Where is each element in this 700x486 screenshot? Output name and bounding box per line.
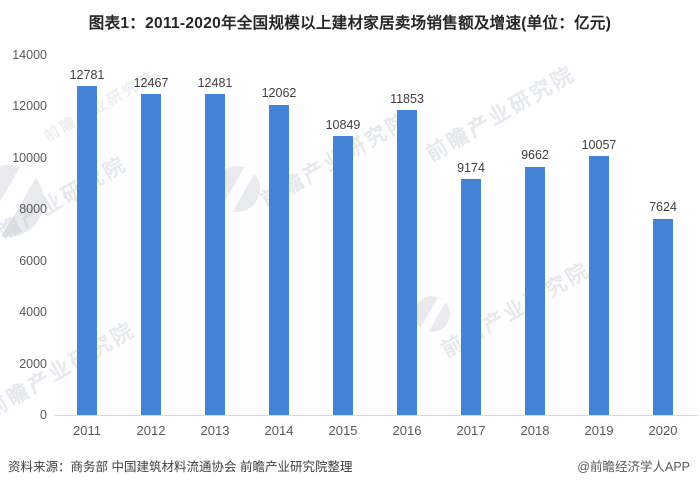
- bar-2016: [397, 110, 417, 415]
- x-tick-label: 2016: [392, 423, 422, 438]
- credit-note: @前瞻经济学人APP: [577, 460, 690, 474]
- bar-value-label: 12062: [261, 86, 297, 101]
- bar-2018: [525, 166, 545, 415]
- chart-title: 图表1：2011-2020年全国规模以上建材家居卖场销售额及增速(单位：亿元): [88, 15, 612, 32]
- bar-group-2013: 12481: [183, 55, 247, 415]
- bar-group-2014: 12062: [247, 55, 311, 415]
- y-tick-label: 6000: [19, 253, 47, 268]
- x-tick-label: 2020: [648, 423, 678, 438]
- bar-2020: [653, 218, 673, 415]
- x-tick-label: 2012: [136, 423, 166, 438]
- bar-group-2015: 10849: [311, 55, 375, 415]
- bar-value-label: 7624: [649, 200, 677, 215]
- bar-value-label: 9174: [457, 160, 485, 175]
- bar-value-label: 10057: [581, 137, 617, 152]
- bar-value-label: 9662: [521, 148, 549, 163]
- y-axis: 0 2000 4000 6000 8000 10000 12000 14000: [0, 49, 47, 421]
- x-tick-label: 2011: [73, 423, 101, 438]
- bar-group-2012: 12467: [119, 55, 183, 415]
- y-tick-label: 8000: [19, 202, 47, 217]
- bar-value-label: 12781: [69, 67, 105, 82]
- bar-value-label: 12481: [197, 75, 233, 90]
- y-tick-label: 14000: [12, 47, 47, 62]
- plot-area: 12781 12467 12481 12062 10849 11853 9174 9662 10…: [55, 55, 695, 415]
- bar-2012: [141, 94, 161, 415]
- bar-group-2017: 9174: [439, 55, 503, 415]
- bar-2011: [77, 86, 97, 415]
- bar-value-label: 12467: [133, 75, 169, 90]
- bar-2017: [461, 179, 481, 415]
- bar-group-2011: 12781: [55, 55, 119, 415]
- x-tick-label: 2015: [328, 423, 358, 438]
- x-tick-label: 2018: [520, 423, 550, 438]
- bar-2014: [269, 104, 289, 415]
- bar-group-2020: 7624: [631, 55, 695, 415]
- source-note: 资料来源：商务部 中国建筑材料流通协会 前瞻产业研究院整理: [8, 460, 353, 474]
- bar-2015: [333, 136, 353, 415]
- x-tick-label: 2019: [584, 423, 614, 438]
- bar-2019: [589, 156, 609, 415]
- x-tick-label: 2013: [200, 423, 230, 438]
- y-tick-label: 2000: [19, 356, 47, 371]
- y-tick-label: 0: [40, 407, 47, 422]
- bar-value-label: 10849: [325, 117, 361, 132]
- bar-2013: [205, 94, 225, 415]
- y-tick-label: 12000: [12, 99, 47, 114]
- x-axis-line: [55, 415, 698, 416]
- bar-value-label: 11853: [390, 91, 424, 106]
- bar-group-2018: 9662: [503, 55, 567, 415]
- y-tick-label: 4000: [19, 304, 47, 319]
- x-tick-label: 2014: [264, 423, 294, 438]
- bar-group-2019: 10057: [567, 55, 631, 415]
- x-tick-label: 2017: [456, 423, 486, 438]
- y-tick-label: 10000: [12, 150, 47, 165]
- x-axis: 2011 2012 2013 2014 2015 2016 2017 2018 2019 2020: [55, 423, 695, 438]
- bar-group-2016: 11853: [375, 55, 439, 415]
